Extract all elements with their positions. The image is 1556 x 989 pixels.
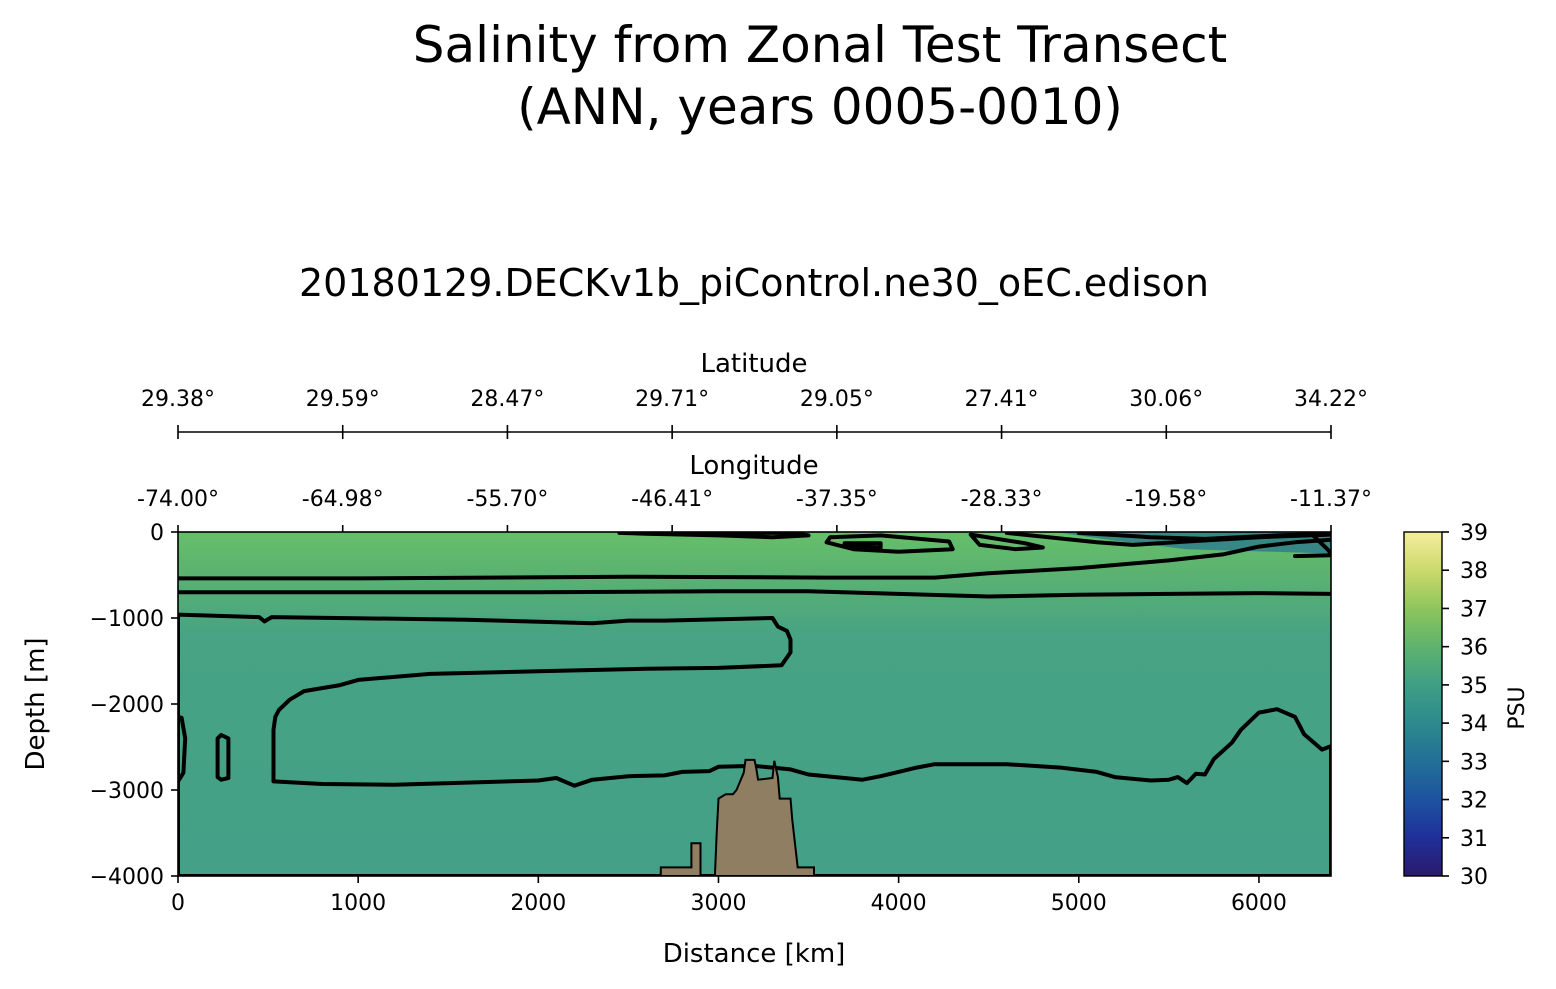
surface-contour-8: [1293, 553, 1331, 559]
colorbar-label: PSU: [1505, 686, 1530, 729]
y-axis: 0 −1000 −2000 −3000 −4000: [90, 521, 178, 890]
plot-area: [178, 532, 1331, 876]
colorbar-tick-label: 37: [1460, 597, 1488, 622]
x-axis: 0 1000 2000 3000 4000 5000 6000: [171, 876, 1287, 916]
figure-title-line-2: (ANN, years 0005-0010): [517, 78, 1123, 136]
x-tick-label: 4000: [871, 891, 927, 916]
surface-contour-1: [617, 532, 811, 540]
y-tick-label: 0: [150, 521, 164, 546]
y-tick-label: −3000: [90, 779, 164, 804]
longitude-tick-label: -19.58°: [1125, 487, 1207, 512]
latitude-tick-label: 29.38°: [141, 387, 215, 412]
upper-35.4-contour: [178, 589, 1331, 599]
longitude-tick-label: -28.33°: [961, 487, 1043, 512]
colorbar-tick-label: 36: [1460, 636, 1488, 661]
longitude-axis-label: Longitude: [689, 451, 818, 481]
x-tick-label: 2000: [510, 891, 566, 916]
figure-title-line-1: Salinity from Zonal Test Transect: [413, 16, 1227, 74]
longitude-tick-label: -64.98°: [302, 487, 384, 512]
latitude-tick-label: 29.59°: [306, 387, 380, 412]
longitude-tick-label: -46.41°: [631, 487, 713, 512]
latitude-tick-label: 28.47°: [470, 387, 544, 412]
latitude-tick-label: 27.41°: [965, 387, 1039, 412]
surface-contour-2: [824, 533, 955, 554]
surface-contour-3: [842, 541, 883, 550]
x-tick-label: 5000: [1051, 891, 1107, 916]
surface-contour-6: [1076, 532, 1331, 541]
colorbar-tick-label: 38: [1460, 559, 1488, 584]
x-tick-label: 1000: [330, 891, 386, 916]
surface-contour-4: [968, 532, 1045, 552]
y-tick-label: −2000: [90, 693, 164, 718]
colorbar-tick-label: 33: [1460, 750, 1488, 775]
plot-subtitle: 20180129.DECKv1b_piControl.ne30_oEC.edis…: [299, 261, 1209, 305]
colorbar-tick-label: 35: [1460, 674, 1488, 699]
y-tick-label: −1000: [90, 607, 164, 632]
colorbar-tick-label: 30: [1460, 865, 1488, 890]
colorbar-tick-label: 39: [1460, 521, 1488, 546]
left-edge-contour: [178, 714, 188, 784]
colorbar-gradient: [1403, 531, 1443, 877]
latitude-tick-label: 34.22°: [1294, 387, 1368, 412]
colorbar-tick-label: 32: [1460, 789, 1488, 814]
colorbar-tick-label: 34: [1460, 712, 1488, 737]
upper-35.5-contour: [178, 537, 1331, 581]
latitude-tick-label: 29.71°: [635, 387, 709, 412]
latitude-axis-label: Latitude: [700, 349, 807, 379]
longitude-tick-label: -37.35°: [796, 487, 878, 512]
surface-contour-7: [1311, 533, 1331, 556]
x-tick-label: 6000: [1231, 891, 1287, 916]
x-tick-label: 3000: [690, 891, 746, 916]
longitude-tick-label: -74.00°: [137, 487, 219, 512]
y-axis-label: Depth [m]: [21, 637, 51, 770]
seafloor-topography: [659, 758, 815, 876]
latitude-axis: Latitude 29.38° 29.59° 28.47° 29.71° 29.05° 2…: [141, 349, 1368, 439]
small-loop-contour: [215, 733, 231, 782]
longitude-tick-label: -11.37°: [1290, 487, 1372, 512]
x-tick-label: 0: [171, 891, 185, 916]
y-tick-label: −4000: [90, 865, 164, 890]
x-axis-label: Distance [km]: [663, 939, 846, 969]
colorbar-tick-label: 31: [1460, 827, 1488, 852]
longitude-axis: -74.00° -64.98° -55.70° -46.41° -37.35° -28.3…: [137, 487, 1372, 532]
latitude-tick-label: 30.06°: [1129, 387, 1203, 412]
colorbar: 30 31 32 33 34 35 36 37 38 39 PSU: [1403, 521, 1530, 890]
latitude-tick-label: 29.05°: [800, 387, 874, 412]
longitude-tick-label: -55.70°: [466, 487, 548, 512]
main-35.0-contour: [178, 612, 1331, 876]
